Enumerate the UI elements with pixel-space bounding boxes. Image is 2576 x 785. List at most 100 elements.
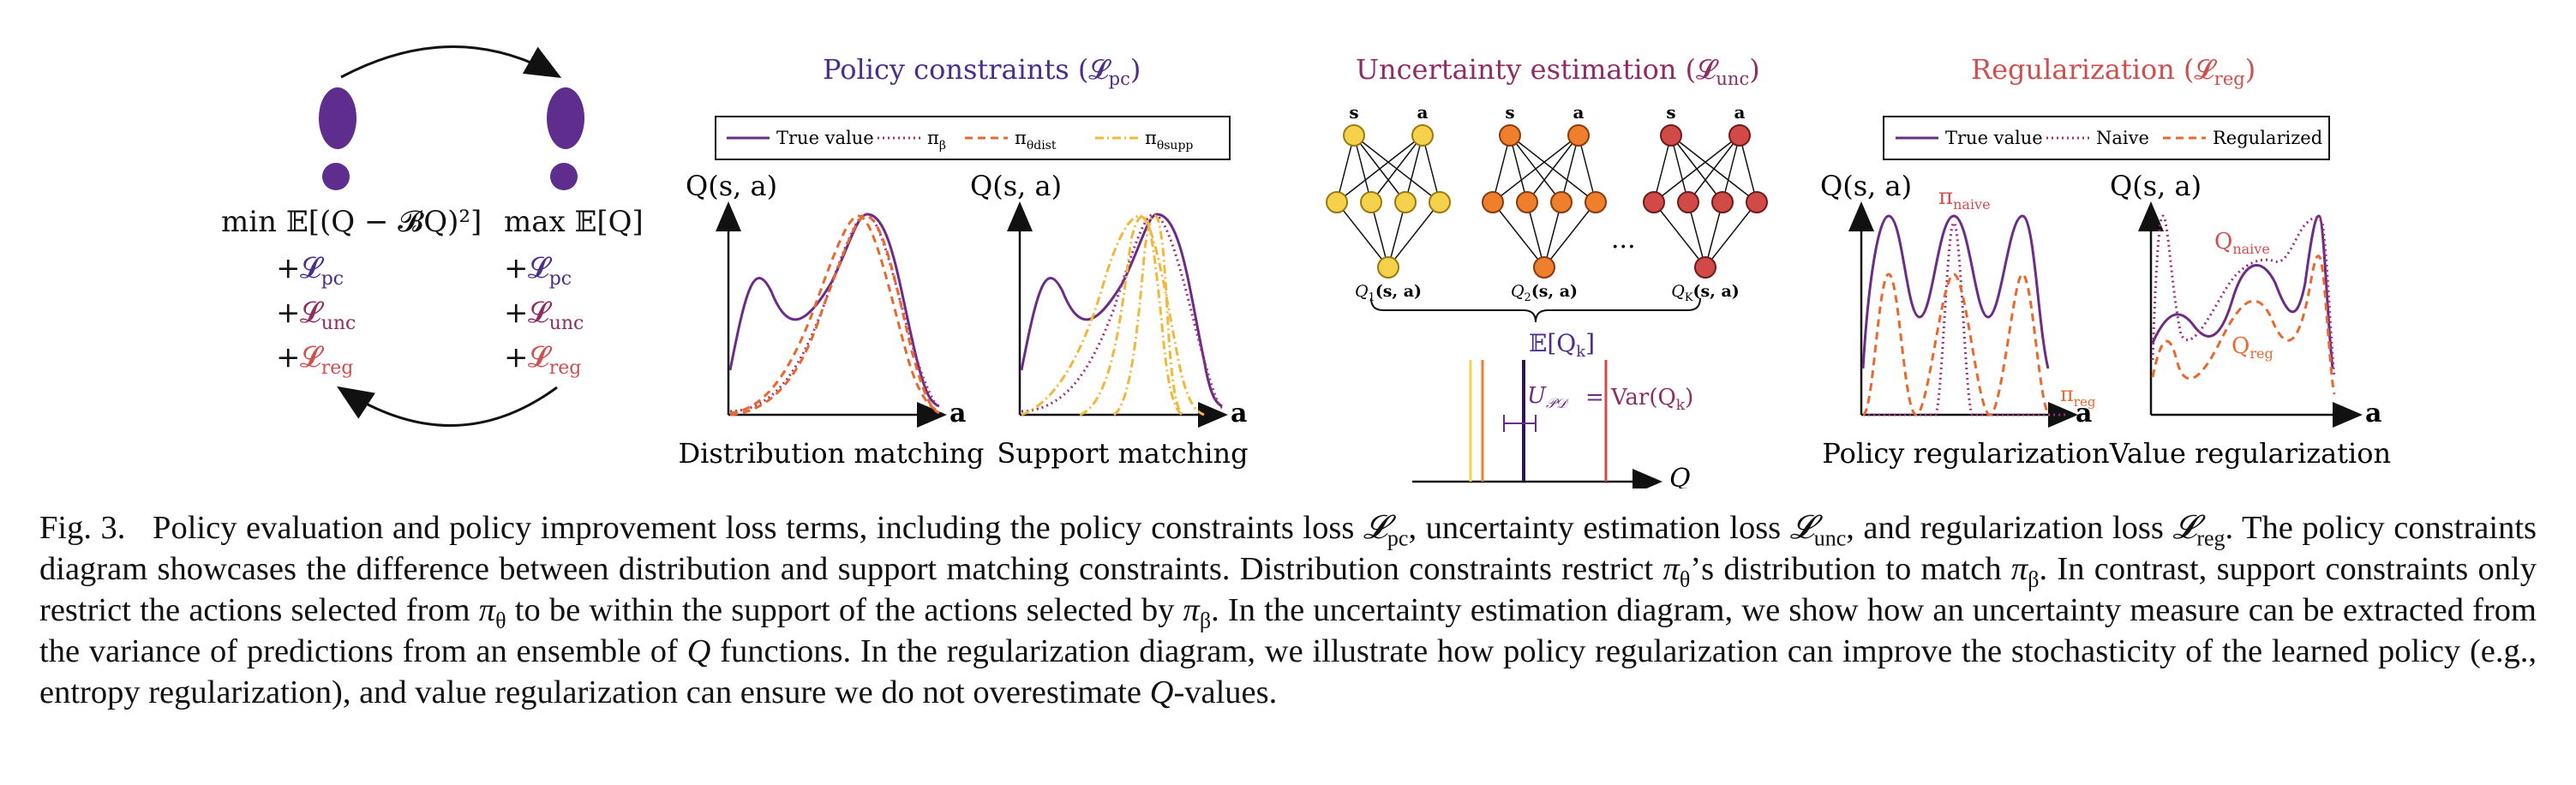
network-edge xyxy=(1492,135,1579,203)
legend-pi-supp: πθsupp xyxy=(1145,128,1193,153)
input-label: s xyxy=(1505,102,1514,123)
network-node xyxy=(1643,191,1665,213)
loss-unc: 𝓛unc xyxy=(528,296,584,334)
legend: True value πβ πθdist πθsupp xyxy=(715,116,1231,160)
network-node xyxy=(1394,191,1417,213)
naive-value-curve xyxy=(2151,214,2336,378)
pi-dist-curve xyxy=(729,214,940,416)
left-terms-min: + 𝓛pc + 𝓛unc + 𝓛reg xyxy=(276,251,356,379)
figure-number: Fig. 3. xyxy=(39,510,126,546)
network-node xyxy=(1499,124,1521,147)
loss-reg: 𝓛reg xyxy=(528,340,581,379)
figure-3: min 𝔼[(Q − 𝓑Q)²] max 𝔼[Q] + 𝓛pc + 𝓛unc +… xyxy=(221,45,2391,488)
network-edge xyxy=(1509,135,1528,203)
network-edge xyxy=(1422,135,1441,203)
network-edge xyxy=(1492,201,1545,268)
network-edge xyxy=(1653,135,1672,203)
network-node xyxy=(1711,191,1734,213)
pi-supp-curve xyxy=(1113,214,1184,416)
regularized-value-curve xyxy=(2151,255,2336,395)
true-value-curve xyxy=(1861,214,2050,369)
legend-naive: Naive xyxy=(2096,128,2149,148)
x-axis-label: a xyxy=(950,398,966,428)
network-edge xyxy=(1387,201,1406,268)
footprint-icon xyxy=(547,87,584,190)
plot-caption: Distribution matching xyxy=(678,437,984,470)
network-edge xyxy=(1670,135,1689,203)
network-edge xyxy=(1653,135,1740,203)
equals-sign: = xyxy=(1585,385,1604,410)
ensemble-networks: s a Q1(s, a) s a Q2(s, a) s a QK(s, a) xyxy=(1326,102,1768,304)
support-matching-plot: Q(s, a) a Support matching xyxy=(970,170,1249,470)
network-node xyxy=(1533,256,1555,279)
top-cycle-arrow xyxy=(340,45,562,79)
naive-policy-curve xyxy=(1863,221,2067,416)
input-label: s xyxy=(1666,102,1675,123)
pi-reg-label: πreg xyxy=(2060,382,2096,410)
output-label: Q1(s, a) xyxy=(1355,282,1422,304)
plus-sign: + xyxy=(504,340,529,375)
caption-text: , and regularization loss xyxy=(1846,510,2173,546)
regularized-policy-curve xyxy=(1861,273,2052,416)
network-edge xyxy=(1561,135,1579,203)
left-terms-max: + 𝓛pc + 𝓛unc + 𝓛reg xyxy=(504,251,584,379)
network-edge xyxy=(1543,201,1562,268)
input-label: a xyxy=(1573,102,1585,123)
input-label: s xyxy=(1349,102,1358,123)
loss-unc: 𝓛unc xyxy=(300,296,356,334)
loss-pc: 𝓛pc xyxy=(528,251,572,290)
caption-sub: pc xyxy=(1387,525,1409,551)
network-edge xyxy=(1387,201,1441,268)
caption-text: ’s distribution to match xyxy=(1690,551,2011,587)
network-node xyxy=(1660,124,1682,147)
panel-title: Policy constraints (𝓛pc) xyxy=(823,53,1141,89)
plus-sign: + xyxy=(276,251,301,285)
caption-text: to be within the support of the actions … xyxy=(506,592,1183,628)
panel-title: Uncertainty estimation (𝓛unc) xyxy=(1356,53,1760,89)
legend-pi-beta: πβ xyxy=(927,128,946,153)
network-edge xyxy=(1739,135,1758,203)
network-node xyxy=(1360,191,1382,213)
output-label: QK(s, a) xyxy=(1671,282,1740,304)
policy-constraints-panel: Policy constraints (𝓛pc) True value πβ π… xyxy=(678,53,1248,470)
min-objective: min 𝔼[(Q − 𝓑Q)²] xyxy=(221,205,482,239)
q-naive-label: Qnaive xyxy=(2214,229,2270,257)
caption-text: . In contrast, support constraints only … xyxy=(39,551,2537,628)
ensemble-brace xyxy=(1370,297,1701,323)
legend-pi-dist: πθdist xyxy=(1015,128,1057,153)
max-objective: max 𝔼[Q] xyxy=(504,205,644,239)
network-edge xyxy=(1526,135,1579,203)
uncertainty-estimation-panel: Uncertainty estimation (𝓛unc) s a Q1(s, a)… xyxy=(1326,53,1768,488)
true-value-curve xyxy=(728,213,940,408)
output-label: Q2(s, a) xyxy=(1511,282,1578,304)
network-edge xyxy=(1336,135,1355,203)
network-edge xyxy=(1578,135,1597,203)
network-edge xyxy=(1526,201,1545,268)
input-label: a xyxy=(1417,102,1429,123)
network-edge xyxy=(1492,135,1511,203)
policy-regularization-plot: Q(s, a) a πnaive πreg Policy regularizat… xyxy=(1820,170,2110,470)
network-node xyxy=(1377,256,1399,279)
plot-caption: Support matching xyxy=(997,437,1248,470)
true-value-curve xyxy=(1020,213,1223,408)
pi-beta-curve xyxy=(1021,213,1224,413)
network-edge xyxy=(1722,135,1740,203)
network-edge xyxy=(1704,201,1758,268)
x-axis-label: a xyxy=(2365,398,2381,428)
q-axis-label: Q xyxy=(1669,464,1691,488)
network-edge xyxy=(1336,135,1423,203)
network-node xyxy=(1746,191,1768,213)
network-edge xyxy=(1687,135,1740,203)
pi-naive-label: πnaive xyxy=(1938,184,1991,213)
x-axis-label: a xyxy=(1231,398,1247,428)
pi-dist-curve xyxy=(729,214,940,415)
network-edge xyxy=(1370,201,1389,268)
network-node xyxy=(1326,191,1348,213)
y-axis-label: Q(s, a) xyxy=(1820,170,1912,202)
caption-sub: reg xyxy=(2196,525,2226,551)
pi-supp-curve xyxy=(1021,214,1205,416)
x-axis-label: a xyxy=(2076,398,2092,428)
network-node xyxy=(1585,191,1607,213)
network-edge xyxy=(1543,201,1597,268)
pi-supp-curve xyxy=(1079,214,1183,416)
